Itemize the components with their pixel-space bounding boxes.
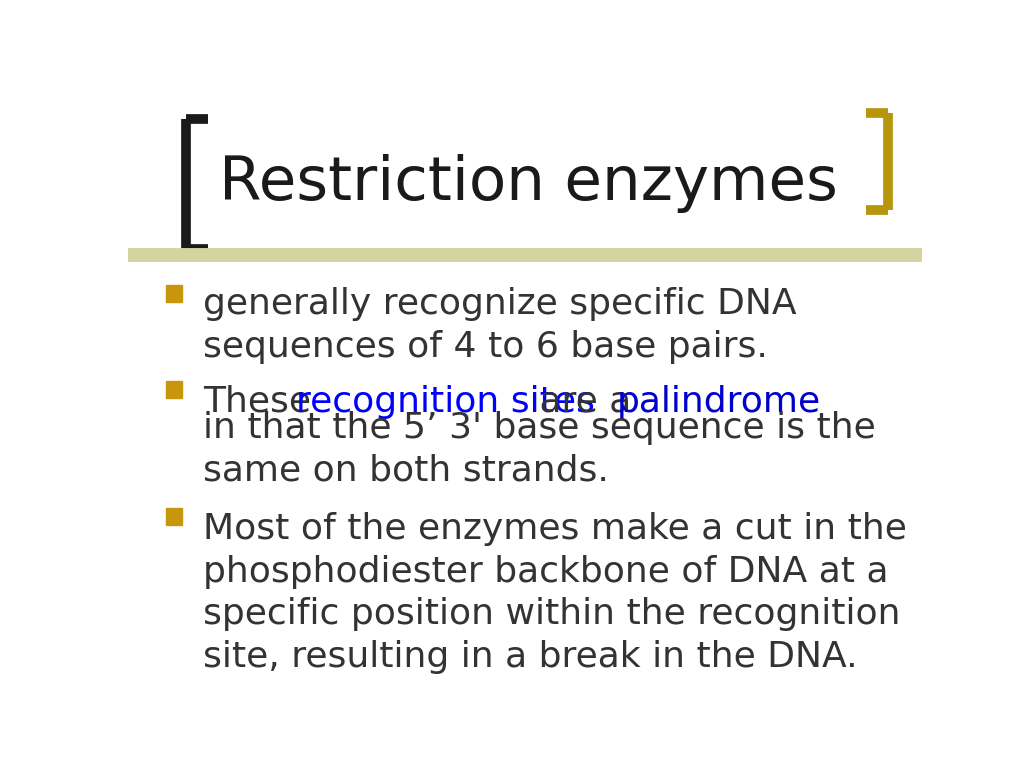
Text: in that the 5’ 3' base sequence is the
same on both strands.: in that the 5’ 3' base sequence is the s… [204, 412, 877, 488]
Text: Restriction enzymes: Restriction enzymes [219, 154, 838, 214]
Bar [166, 285, 182, 302]
Text: These: These [204, 385, 323, 419]
Text: palindrome: palindrome [616, 385, 820, 419]
Text: are a: are a [527, 385, 642, 419]
Text: Most of the enzymes make a cut in the
phosphodiester backbone of DNA at a
specif: Most of the enzymes make a cut in the ph… [204, 512, 907, 674]
Bar [166, 382, 182, 398]
Text: recognition sites: recognition sites [296, 385, 595, 419]
Bar [166, 508, 182, 525]
Text: generally recognize specific DNA
sequences of 4 to 6 base pairs.: generally recognize specific DNA sequenc… [204, 287, 797, 364]
